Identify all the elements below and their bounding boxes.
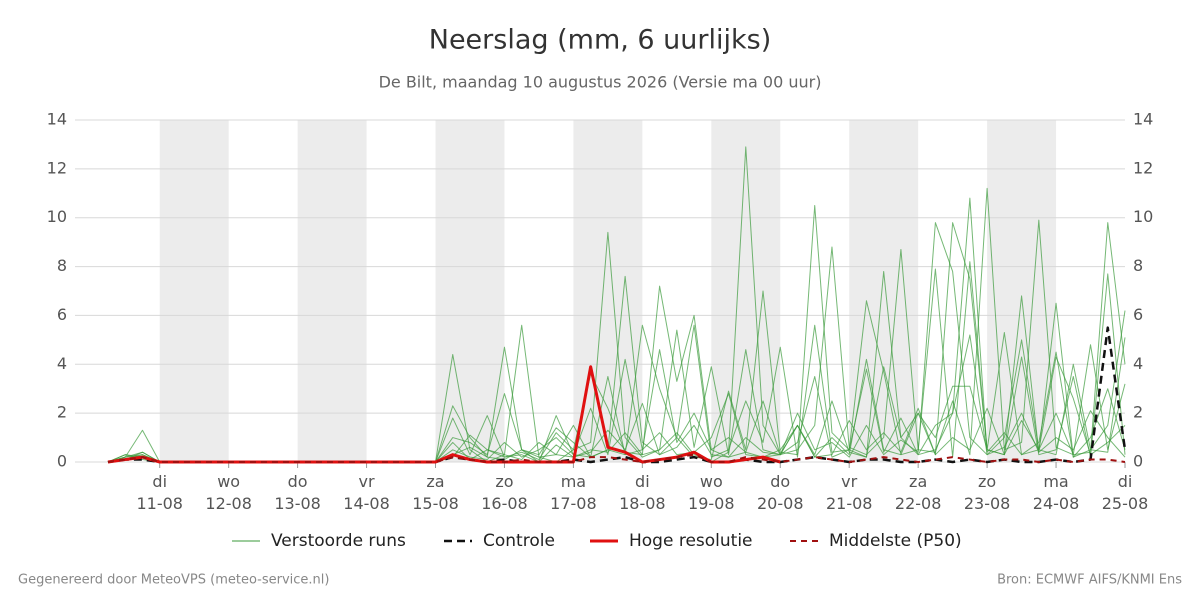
day-shade: [849, 120, 919, 462]
legend-label: Verstoorde runs: [271, 531, 406, 551]
series-line: [107, 453, 1126, 463]
y2-tick-label: 4: [1133, 354, 1143, 373]
chart-subtitle: De Bilt, maandag 10 augustus 2026 (Versi…: [379, 73, 822, 92]
y-tick-label: 2: [57, 403, 67, 422]
day-shade: [711, 120, 781, 462]
footer-right: Bron: ECMWF AIFS/KNMI Ens: [997, 573, 1182, 588]
x-tick-label: zo 16-08: [481, 472, 528, 513]
y2-tick-label: 10: [1133, 207, 1153, 226]
footer-left: Gegenereerd door MeteoVPS (meteo-service…: [18, 573, 329, 588]
x-tick-label: wo 19-08: [688, 472, 735, 513]
y2-tick-label: 14: [1133, 110, 1153, 129]
y2-tick-label: 12: [1133, 158, 1153, 177]
y-tick-label: 8: [57, 256, 67, 275]
x-tick-label: wo 12-08: [205, 472, 252, 513]
x-tick-label: do 20-08: [757, 472, 804, 513]
x-tick-label: vr 21-08: [826, 472, 873, 513]
x-tick-label: di 18-08: [619, 472, 666, 513]
y2-tick-label: 0: [1133, 452, 1143, 471]
day-shade: [435, 120, 505, 462]
y2-tick-label: 8: [1133, 256, 1143, 275]
day-shade: [159, 120, 229, 462]
y-tick-label: 0: [57, 452, 67, 471]
x-tick-label: di 25-08: [1102, 472, 1149, 513]
y-tick-label: 10: [47, 207, 67, 226]
x-tick-label: ma 17-08: [550, 472, 597, 513]
x-tick-label: vr 14-08: [343, 472, 390, 513]
x-tick-label: za 22-08: [895, 472, 942, 513]
day-shade: [297, 120, 367, 462]
legend-label: Middelste (P50): [829, 531, 962, 551]
legend-label: Controle: [483, 531, 555, 551]
x-tick-label: ma 24-08: [1033, 472, 1080, 513]
x-tick-label: za 15-08: [412, 472, 459, 513]
y2-tick-label: 2: [1133, 403, 1143, 422]
x-tick-label: zo 23-08: [964, 472, 1011, 513]
y-tick-label: 4: [57, 354, 67, 373]
y2-tick-label: 6: [1133, 305, 1143, 324]
legend-label: Hoge resolutie: [629, 531, 753, 551]
x-tick-label: do 13-08: [274, 472, 321, 513]
x-tick-label: di 11-08: [136, 472, 183, 513]
chart-title: Neerslag (mm, 6 uurlijks): [429, 25, 771, 56]
y-tick-label: 12: [47, 158, 67, 177]
y-tick-label: 14: [47, 110, 67, 129]
y-tick-label: 6: [57, 305, 67, 324]
